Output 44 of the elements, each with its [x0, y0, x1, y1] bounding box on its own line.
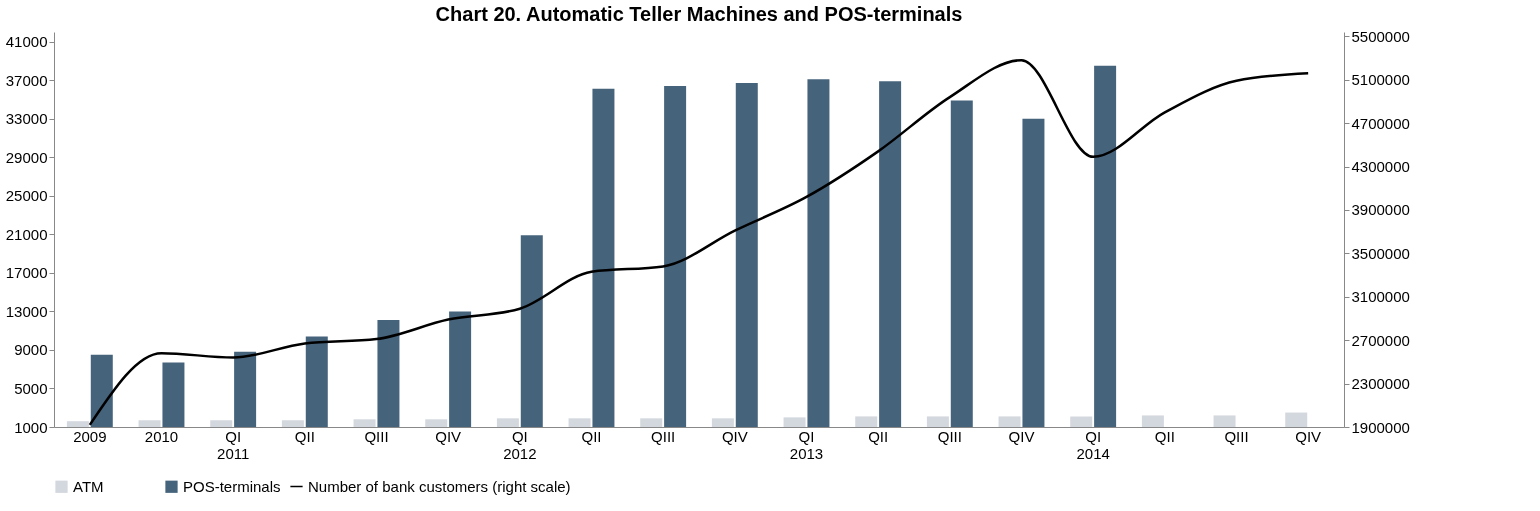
y2-tick-label: 5100000: [1351, 71, 1410, 89]
x-tick-label: QIII: [937, 427, 962, 445]
x-tick-label: QII: [868, 427, 889, 445]
y2-tick-label: 4700000: [1351, 114, 1410, 132]
legend-label: Number of bank customers (right scale): [308, 477, 571, 495]
line-series: [88, 58, 1310, 427]
y-tick-label: 5000: [14, 379, 48, 397]
x-tick-label: QIV: [1008, 427, 1035, 445]
y-tick-label: 33000: [5, 110, 48, 128]
x-tick-label: QIII: [364, 427, 389, 445]
y-tick-label: 25000: [5, 187, 48, 205]
x-tick-label: QIII: [651, 427, 676, 445]
y2-tick-label: 5500000: [1351, 27, 1410, 45]
legend-label: POS-terminals: [183, 477, 281, 495]
y-tick-label: 37000: [5, 71, 48, 89]
x-tick-label: QI 2013: [789, 427, 824, 462]
y2-tick-label: 4300000: [1351, 158, 1410, 176]
y2-tick-label: 3900000: [1351, 201, 1410, 219]
x-tick-label: 2009: [73, 427, 107, 445]
x-tick-label: QII: [294, 427, 315, 445]
y-tick-label: 29000: [5, 148, 48, 166]
y2-tick-label: 2300000: [1351, 375, 1410, 393]
x-tick-label: QIII: [1224, 427, 1249, 445]
legend-label: ATM: [73, 477, 104, 495]
x-tick-label: QI 2012: [503, 427, 537, 462]
x-tick-label: QII: [1154, 427, 1175, 445]
x-tick-label: QI 2014: [1076, 427, 1110, 462]
y2-tick-label: 3100000: [1351, 288, 1410, 306]
y-tick-label: 1000: [14, 418, 48, 436]
x-tick-label: 2010: [144, 427, 179, 445]
y-tick-label: 21000: [5, 225, 48, 243]
x-tick-label: QIV: [435, 427, 462, 445]
y2-tick-label: 2700000: [1351, 331, 1410, 349]
y-tick-label: 13000: [5, 302, 48, 320]
x-tick-label: QII: [581, 427, 602, 445]
chart-title: Chart 20. Automatic Teller Machines and POS-terminals: [435, 3, 963, 26]
y-tick-label: 41000: [5, 33, 48, 51]
x-tick-label: QIV: [1295, 427, 1322, 445]
x-tick-label: QIV: [721, 427, 748, 445]
y2-tick-label: 3500000: [1351, 244, 1410, 262]
y2-tick-label: 1900000: [1351, 418, 1410, 436]
y-tick-label: 17000: [5, 264, 48, 282]
y-tick-label: 9000: [14, 341, 48, 359]
x-tick-label: QI 2011: [217, 427, 250, 462]
